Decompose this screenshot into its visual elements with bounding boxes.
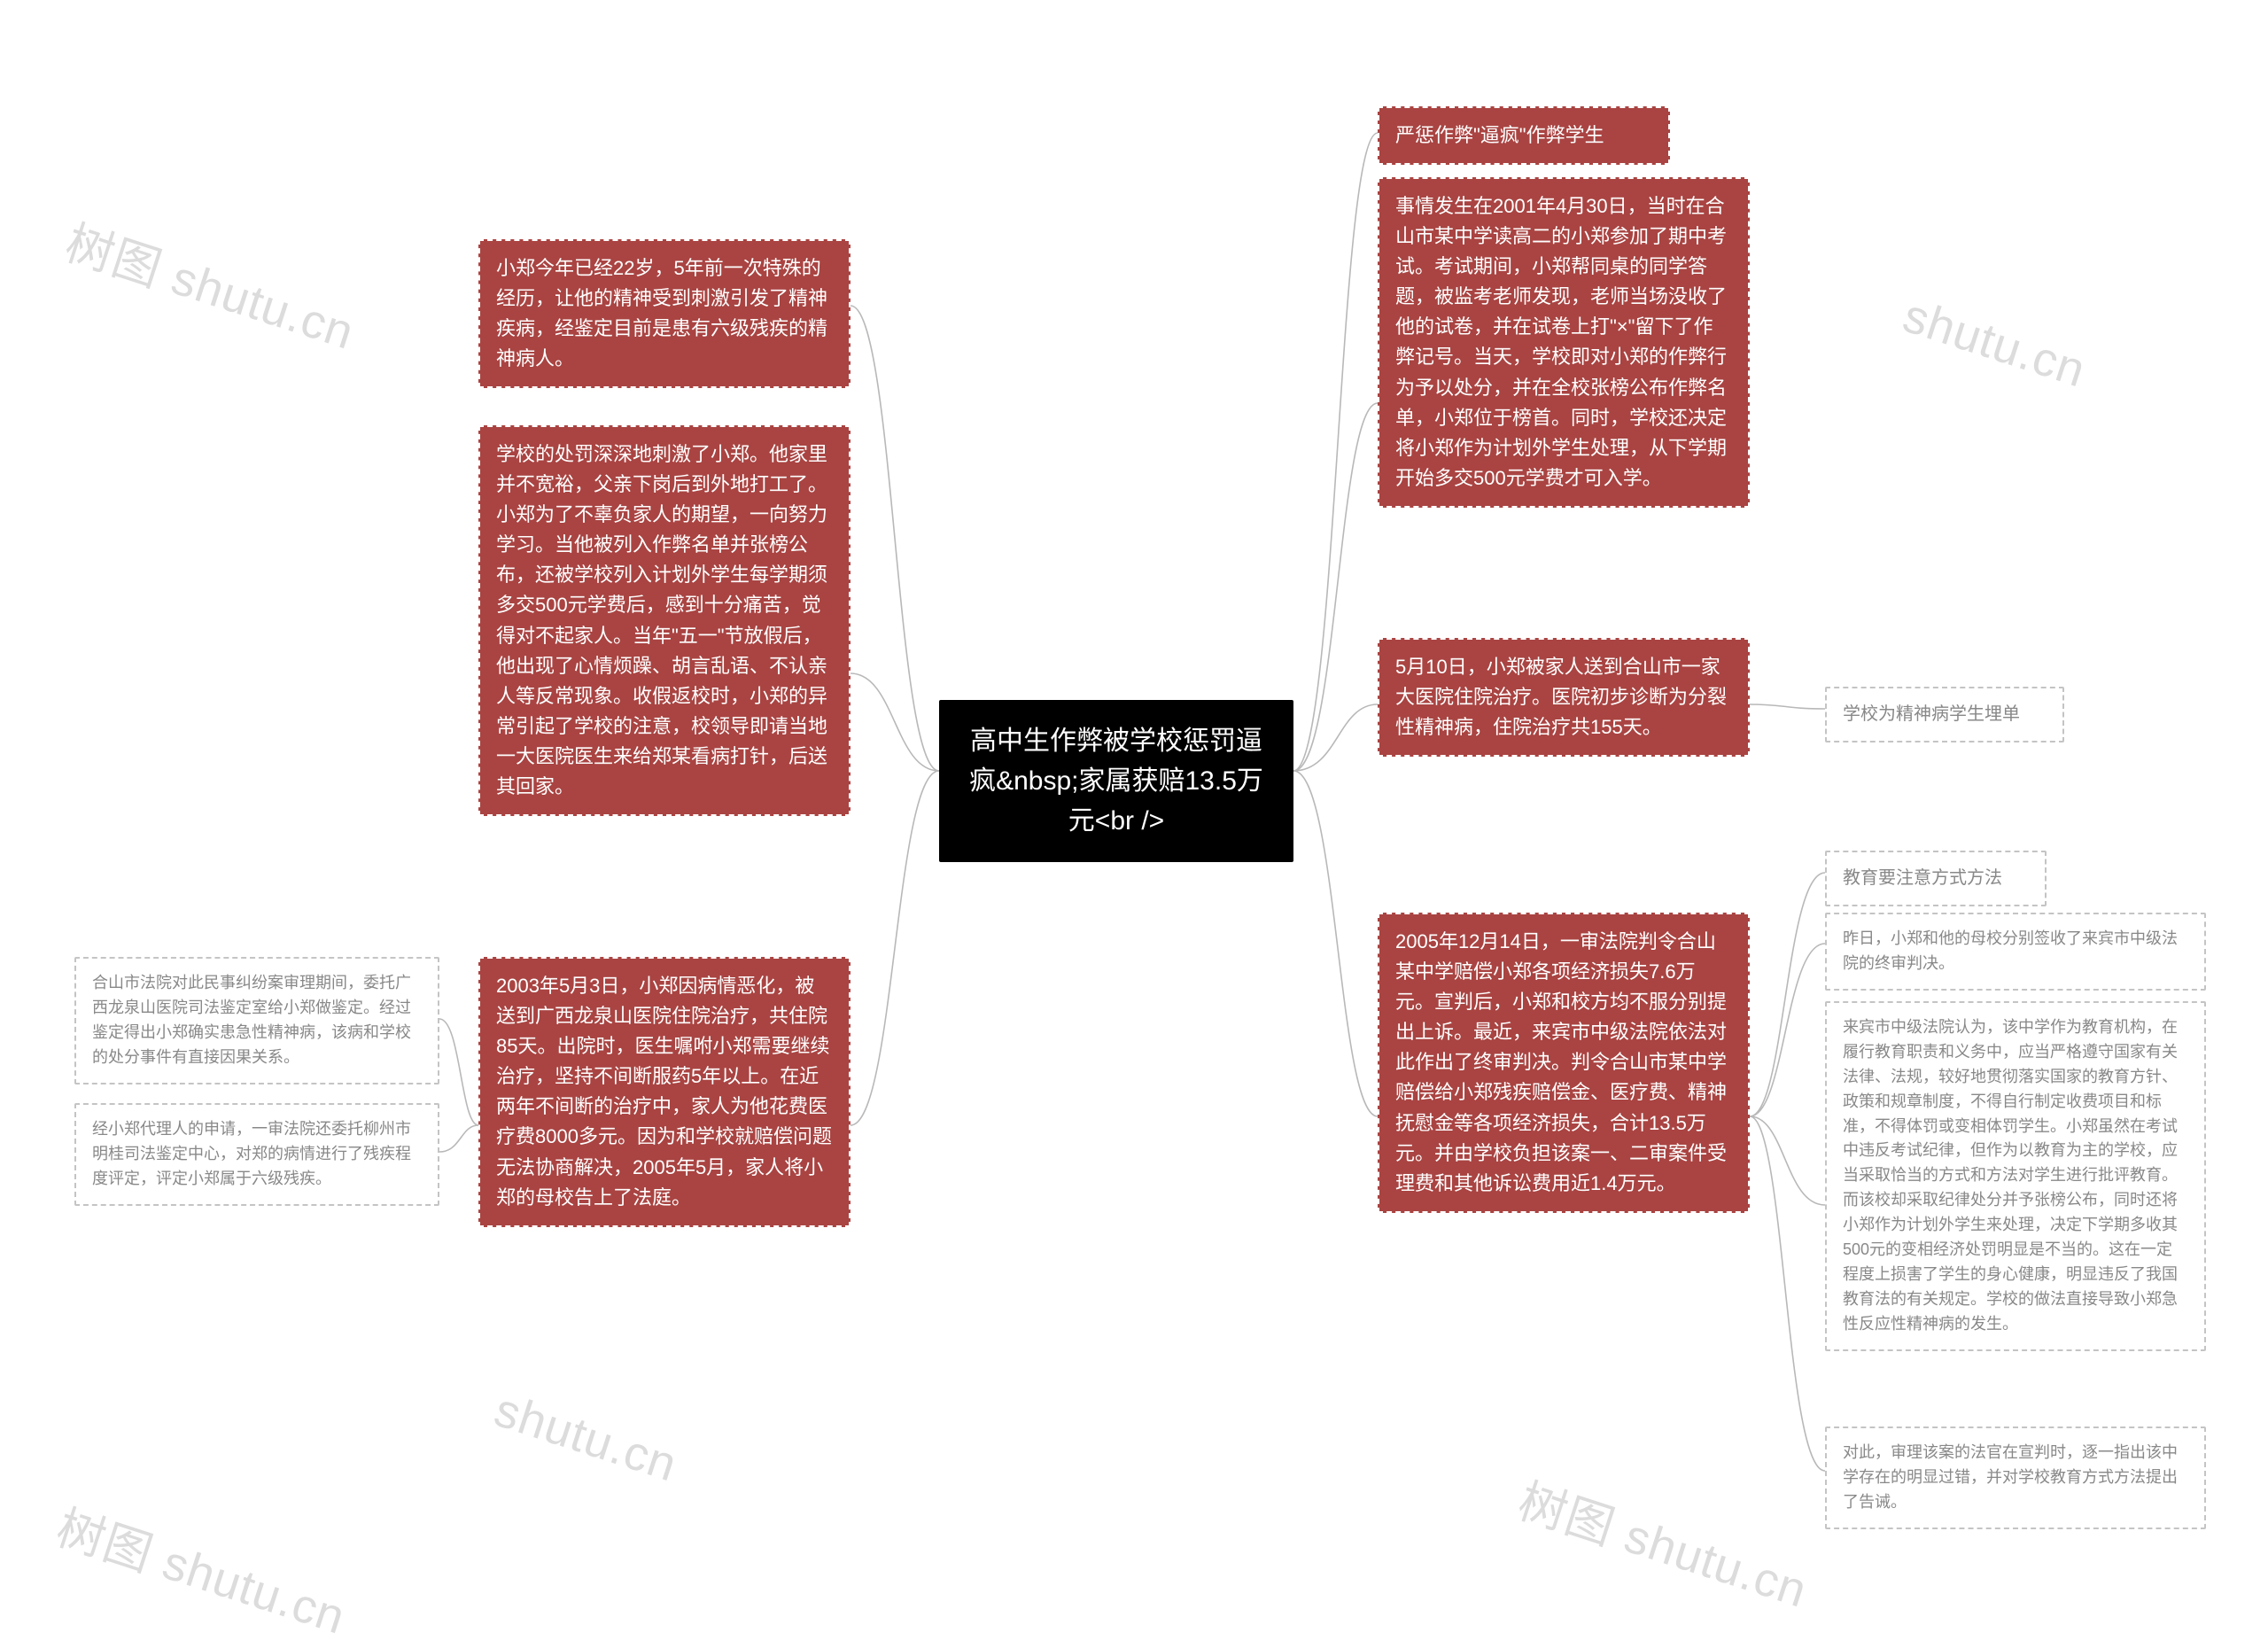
right-node-0: 严惩作弊"逼疯"作弊学生: [1378, 106, 1670, 165]
right-gray-top: 学校为精神病学生埋单: [1825, 687, 2064, 742]
watermark: shutu.cn: [488, 1382, 684, 1493]
right-node-1: 事情发生在2001年4月30日，当时在合山市某中学读高二的小郑参加了期中考试。考…: [1378, 177, 1750, 508]
left-node-2: 学校的处罚深深地刺激了小郑。他家里并不宽裕，父亲下岗后到外地打工了。小郑为了不辜…: [478, 425, 850, 816]
left-node-1: 小郑今年已经22岁，5年前一次特殊的经历，让他的精神受到刺激引发了精神疾病，经鉴…: [478, 239, 850, 388]
right-gray-1: 教育要注意方式方法: [1825, 851, 2047, 906]
watermark: 树图 shutu.cn: [50, 1489, 356, 1648]
right-node-2: 5月10日，小郑被家人送到合山市一家大医院住院治疗。医院初步诊断为分裂性精神病，…: [1378, 638, 1750, 757]
left-gray-1: 合山市法院对此民事纠纷案审理期间，委托广西龙泉山医院司法鉴定室给小郑做鉴定。经过…: [74, 957, 439, 1084]
watermark: 树图 shutu.cn: [58, 204, 365, 363]
watermark: 树图 shutu.cn: [1511, 1462, 1818, 1621]
right-gray-3: 来宾市中级法院认为，该中学作为教育机构，在履行教育职责和义务中，应当严格遵守国家…: [1825, 1001, 2206, 1351]
mindmap-canvas: 树图 shutu.cn 树图 shutu.cn shutu.cn 树图 shut…: [0, 0, 2268, 1560]
right-node-3: 2005年12月14日，一审法院判令合山某中学赔偿小郑各项经济损失7.6万元。宣…: [1378, 913, 1750, 1213]
watermark: shutu.cn: [1897, 288, 2093, 399]
left-node-3: 2003年5月3日，小郑因病情恶化，被送到广西龙泉山医院住院治疗，共住院85天。…: [478, 957, 850, 1227]
right-gray-4: 对此，审理该案的法官在宣判时，逐一指出该中学存在的明显过错，并对学校教育方式方法…: [1825, 1426, 2206, 1529]
center-node: 高中生作弊被学校惩罚逼疯&nbsp;家属获赔13.5万元<br />: [939, 700, 1293, 862]
right-gray-2: 昨日，小郑和他的母校分别签收了来宾市中级法院的终审判决。: [1825, 913, 2206, 991]
left-gray-2: 经小郑代理人的申请，一审法院还委托柳州市明桂司法鉴定中心，对郑的病情进行了残疾程…: [74, 1103, 439, 1206]
